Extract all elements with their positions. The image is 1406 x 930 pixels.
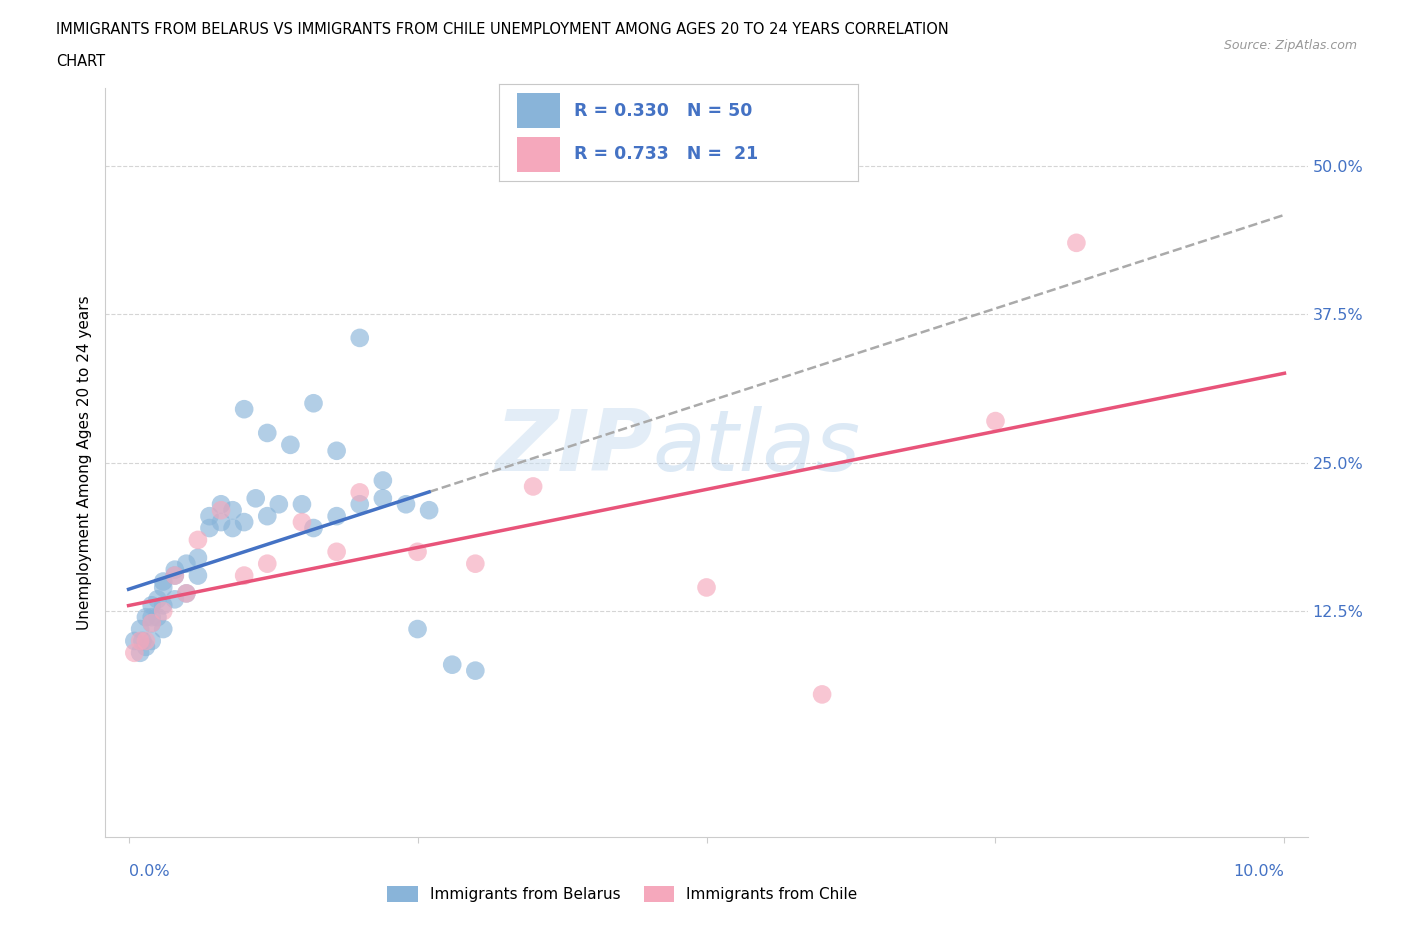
Text: atlas: atlas [652, 406, 860, 489]
Point [209, 497, 232, 512]
Point [163, 568, 186, 583]
Point [129, 621, 152, 636]
Point [131, 633, 153, 648]
Point [256, 556, 278, 571]
Point [152, 604, 174, 618]
Point [141, 610, 163, 625]
Point [163, 591, 186, 606]
Point [245, 491, 267, 506]
Point [141, 598, 163, 613]
Point [209, 514, 232, 529]
Bar [517, 138, 560, 172]
Point [146, 610, 169, 625]
Point [522, 479, 544, 494]
Point [280, 437, 302, 452]
Text: 0.0%: 0.0% [128, 864, 169, 880]
Point [325, 544, 347, 559]
Text: Source: ZipAtlas.com: Source: ZipAtlas.com [1223, 39, 1357, 52]
Point [124, 645, 146, 660]
Point [198, 509, 221, 524]
Point [187, 568, 209, 583]
Point [406, 621, 429, 636]
Point [176, 586, 198, 601]
Point [209, 503, 232, 518]
Point [371, 491, 394, 506]
Text: 10.0%: 10.0% [1233, 864, 1285, 880]
Point [233, 568, 256, 583]
Point [152, 598, 174, 613]
Point [146, 591, 169, 606]
Point [349, 485, 371, 499]
Point [221, 503, 243, 518]
Text: R = 0.330   N = 50: R = 0.330 N = 50 [575, 101, 752, 120]
Point [256, 509, 278, 524]
Point [129, 645, 152, 660]
Point [1066, 235, 1088, 250]
Point [141, 616, 163, 631]
Point [129, 633, 152, 648]
Point [198, 521, 221, 536]
Point [406, 544, 429, 559]
Point [371, 473, 394, 488]
Point [135, 633, 157, 648]
Text: IMMIGRANTS FROM BELARUS VS IMMIGRANTS FROM CHILE UNEMPLOYMENT AMONG AGES 20 TO 2: IMMIGRANTS FROM BELARUS VS IMMIGRANTS FR… [56, 22, 949, 37]
Point [256, 426, 278, 441]
Point [464, 556, 486, 571]
Point [267, 497, 290, 512]
Point [187, 551, 209, 565]
Point [325, 444, 347, 458]
Point [291, 514, 314, 529]
Point [349, 497, 371, 512]
Point [233, 402, 256, 417]
Point [418, 503, 440, 518]
Point [984, 414, 1007, 429]
Point [152, 621, 174, 636]
Point [176, 586, 198, 601]
Bar [517, 93, 560, 127]
Point [187, 533, 209, 548]
Legend: Immigrants from Belarus, Immigrants from Chile: Immigrants from Belarus, Immigrants from… [381, 880, 863, 908]
Point [135, 640, 157, 655]
Text: ZIP: ZIP [495, 406, 652, 489]
Point [291, 497, 314, 512]
Point [141, 633, 163, 648]
Point [325, 509, 347, 524]
Point [163, 568, 186, 583]
Point [152, 580, 174, 595]
Point [163, 562, 186, 577]
Point [349, 330, 371, 345]
Point [302, 521, 325, 536]
Point [696, 580, 718, 595]
Point [221, 521, 243, 536]
Point [141, 616, 163, 631]
Point [176, 556, 198, 571]
Y-axis label: Unemployment Among Ages 20 to 24 years: Unemployment Among Ages 20 to 24 years [76, 296, 91, 630]
Text: CHART: CHART [56, 54, 105, 69]
Point [233, 514, 256, 529]
Point [811, 687, 834, 702]
Point [441, 658, 464, 672]
Point [395, 497, 418, 512]
Point [124, 633, 146, 648]
Text: R = 0.733   N =  21: R = 0.733 N = 21 [575, 145, 759, 164]
Point [302, 396, 325, 411]
Point [152, 574, 174, 589]
Point [135, 610, 157, 625]
Point [464, 663, 486, 678]
